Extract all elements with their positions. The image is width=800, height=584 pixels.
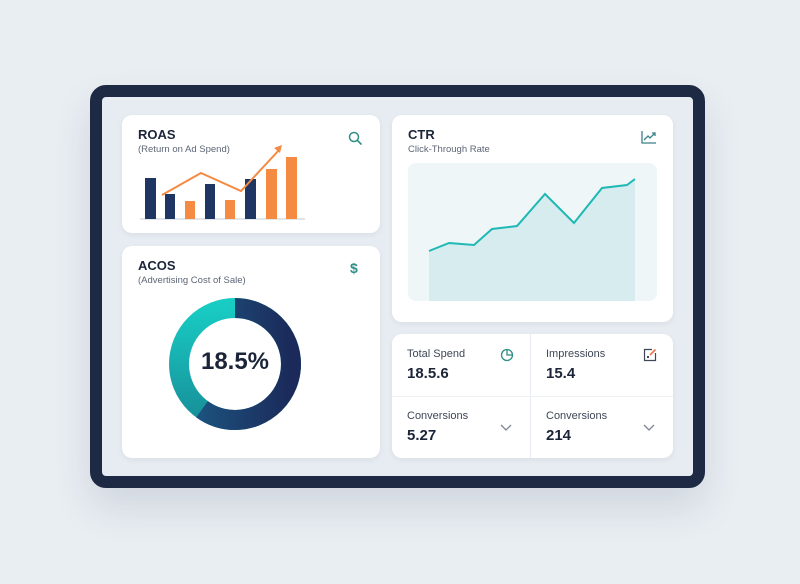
divider	[392, 396, 673, 397]
stat-impressions[interactable]: Impressions 15.4	[531, 334, 672, 396]
stat-conversions-1[interactable]: Conversions 5.27	[392, 396, 533, 458]
acos-value: 18.5%	[200, 348, 270, 375]
roas-subtitle: (Return on Ad Spend)	[138, 144, 230, 155]
stat-label: Conversions	[546, 410, 608, 422]
acos-title: ACOS	[138, 258, 176, 273]
edit-square-icon	[643, 348, 657, 362]
stat-conversions-2[interactable]: Conversions 214	[531, 396, 672, 458]
stat-total-spend[interactable]: Total Spend 18.5.6	[392, 334, 533, 396]
stat-label: Impressions	[546, 348, 606, 360]
acos-card[interactable]: ACOS (Advertising Cost of Sale) $ 18.5%	[122, 246, 380, 458]
chevron-down-icon[interactable]	[500, 424, 512, 432]
stat-label: Total Spend	[407, 348, 466, 360]
ctr-subtitle: Click-Through Rate	[408, 144, 490, 155]
stat-label: Conversions	[407, 410, 469, 422]
roas-card[interactable]: ROAS (Return on Ad Spend)	[122, 115, 380, 233]
pie-chart-icon	[500, 348, 514, 362]
trending-chart-icon[interactable]	[641, 130, 657, 144]
stat-value: 15.4	[546, 365, 576, 382]
stats-card: Total Spend 18.5.6 Impressions 15.4 Conv…	[392, 334, 673, 458]
acos-donut-chart	[169, 298, 301, 430]
stat-value: 18.5.6	[407, 365, 449, 382]
dashboard-frame: ROAS (Return on Ad Spend) ACOS (Advertis…	[90, 85, 705, 488]
roas-title: ROAS	[138, 127, 176, 142]
stat-value: 214	[546, 427, 572, 444]
stat-value: 5.27	[407, 427, 437, 444]
ctr-title: CTR	[408, 127, 435, 142]
ctr-card[interactable]: CTR Click-Through Rate	[392, 115, 673, 322]
roas-bar-chart	[140, 145, 305, 220]
dollar-icon[interactable]: $	[350, 260, 358, 276]
search-icon[interactable]	[348, 131, 362, 145]
chevron-down-icon[interactable]	[643, 424, 655, 432]
acos-subtitle: (Advertising Cost of Sale)	[138, 275, 246, 286]
ctr-area-chart	[428, 178, 636, 301]
